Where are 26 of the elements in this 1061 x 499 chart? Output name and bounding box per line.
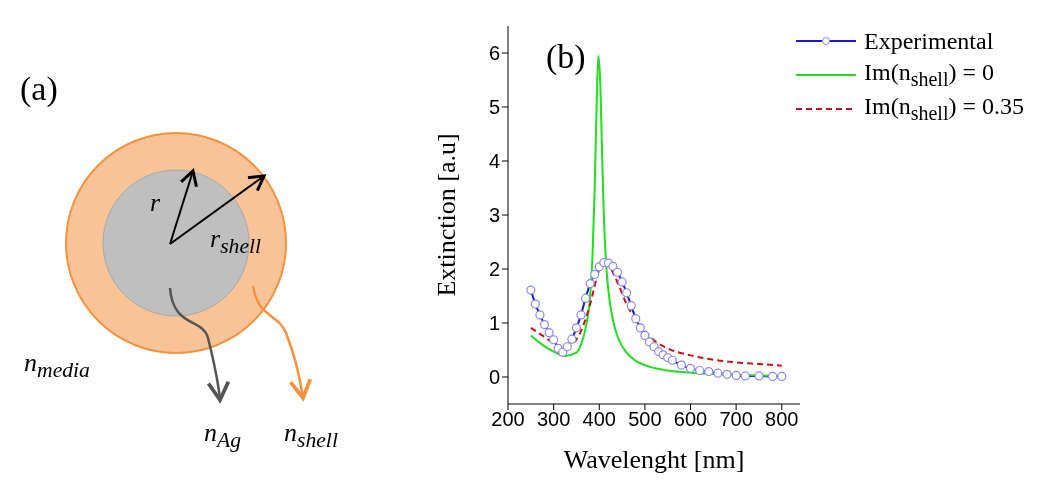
y-axis-title: Extinction [a.u]	[432, 133, 462, 297]
text: n$_{Ag}$	[204, 418, 242, 454]
y-tick-label: 1	[488, 312, 500, 335]
text: n$_{shell}$	[284, 418, 338, 454]
x-tick-label: 300	[536, 408, 571, 431]
y-tick-label: 3	[488, 204, 500, 227]
x-tick-label: 600	[673, 408, 708, 431]
y-tick-label: 0	[488, 366, 500, 389]
text: (a)	[20, 70, 58, 108]
legend-label: Experimental	[864, 27, 994, 55]
y-tick-label: 5	[488, 96, 500, 119]
legend-label: Im(n$_{shell}$) = 0.35	[864, 93, 1024, 125]
y-tick-label: 4	[488, 150, 500, 173]
x-tick-label: 200	[491, 408, 525, 431]
text: n$_{media}$	[24, 348, 90, 384]
x-tick-label: 700	[719, 408, 753, 431]
x-tick-label: 500	[628, 408, 662, 431]
y-tick-label: 2	[488, 258, 500, 281]
text: r$_{shell}$	[210, 224, 262, 260]
legend-label: Im(n$_{shell}$) = 0	[864, 59, 994, 91]
text: r	[150, 188, 161, 218]
y-tick-label: 6	[488, 42, 500, 65]
annotation: (b)	[546, 38, 586, 76]
x-tick-label: 800	[765, 408, 799, 431]
x-tick-label: 400	[582, 408, 616, 431]
x-axis-title: Wavelenght [nm]	[563, 445, 745, 475]
